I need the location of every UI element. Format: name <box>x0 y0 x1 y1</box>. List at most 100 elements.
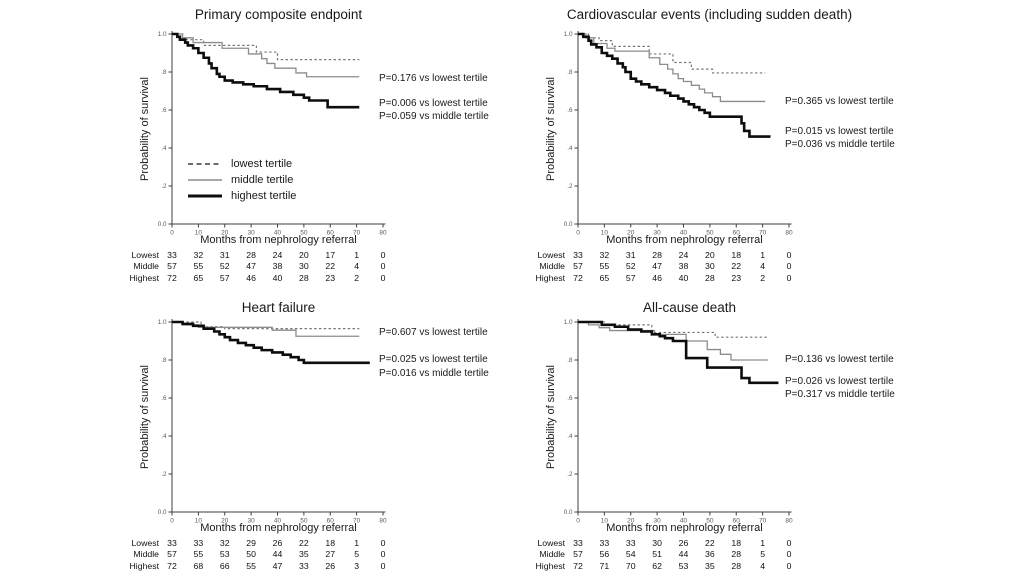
survival-curve-thin <box>172 33 360 78</box>
chart-title: Cardiovascular events (including sudden … <box>566 7 853 22</box>
risk-count-cell: 68 <box>193 560 204 571</box>
legend-label: middle tertile <box>231 174 294 186</box>
y-tick-label: .2 <box>567 183 573 190</box>
risk-count-cell: 0 <box>786 249 792 260</box>
risk-count-cell: 23 <box>731 272 742 283</box>
y-tick-label: .8 <box>161 69 167 76</box>
risk-count-cell: 28 <box>246 249 256 260</box>
risk-count-cell: 55 <box>193 261 204 271</box>
pvalue-annotation: P=0.006 vs lowest tertile <box>379 98 488 110</box>
risk-count-cell: 0 <box>380 549 386 559</box>
risk-count-cell: 33 <box>573 249 583 260</box>
risk-count-cell: 47 <box>246 261 256 271</box>
x-tick-label: 20 <box>221 518 229 525</box>
risk-count-cell: 53 <box>678 560 689 571</box>
chart-all-cause-death: All-cause death Probability of survival … <box>512 288 1024 576</box>
survival-plot: 1.0 .8 .6 .4 .2 0.00 10 20 30 40 50 60 70 80 <box>564 31 793 237</box>
risk-count-cell: 22 <box>299 537 309 548</box>
risk-count-cell: 65 <box>599 272 610 283</box>
risk-count-cell: 18 <box>731 249 742 260</box>
x-tick-label: 60 <box>733 518 741 525</box>
risk-row-label: Lowest <box>131 537 159 548</box>
x-tick-label: 80 <box>785 518 793 525</box>
risk-count-cell: 28 <box>731 549 742 559</box>
y-tick-label: .4 <box>567 433 573 440</box>
risk-count-cell: 47 <box>652 261 662 271</box>
x-tick-label: 60 <box>327 518 335 525</box>
legend-label: lowest tertile <box>231 158 293 170</box>
risk-count-cell: 55 <box>599 261 610 271</box>
y-tick-label: 1.0 <box>564 31 573 38</box>
risk-row-label: Middle <box>539 261 565 271</box>
survival-curve-dashed <box>578 321 768 338</box>
risk-count-cell: 4 <box>760 261 766 271</box>
risk-count-cell: 46 <box>652 272 662 283</box>
risk-count-cell: 55 <box>246 560 256 571</box>
risk-count-cell: 3 <box>354 560 360 571</box>
risk-count-cell: 31 <box>219 249 230 260</box>
risk-count-cell: 66 <box>219 560 230 571</box>
risk-count-cell: 38 <box>678 261 689 271</box>
pvalue-annotation: P=0.036 vs middle tertile <box>785 139 895 151</box>
y-tick-label: 0.0 <box>564 221 573 228</box>
risk-count-cell: 33 <box>599 537 610 548</box>
chart-primary-composite-endpoint: Primary composite endpoint Probability o… <box>0 0 512 288</box>
risk-count-cell: 1 <box>760 537 766 548</box>
chart-heart-failure: Heart failure Probability of survival 1.… <box>0 288 512 576</box>
risk-count-cell: 17 <box>325 249 336 260</box>
risk-count-cell: 44 <box>272 549 283 559</box>
risk-count-cell: 24 <box>678 249 689 260</box>
risk-count-cell: 38 <box>272 261 283 271</box>
risk-count-cell: 47 <box>272 560 283 571</box>
risk-count-cell: 0 <box>380 537 386 548</box>
survival-curve-thin <box>578 321 768 361</box>
x-tick-label: 70 <box>759 230 767 237</box>
y-tick-label: .4 <box>161 145 167 152</box>
risk-count-cell: 0 <box>786 549 792 559</box>
pvalue-annotation: P=0.365 vs lowest tertile <box>785 96 894 108</box>
risk-count-cell: 32 <box>599 249 610 260</box>
y-tick-label: .8 <box>567 69 573 76</box>
risk-count-cell: 62 <box>652 560 662 571</box>
x-tick-label: 80 <box>785 230 793 237</box>
pvalue-annotation: P=0.059 vs middle tertile <box>379 111 489 123</box>
risk-count-cell: 28 <box>652 249 662 260</box>
risk-count-cell: 54 <box>625 549 636 559</box>
legend-item: lowest tertile <box>188 156 296 172</box>
risk-count-cell: 57 <box>573 549 583 559</box>
risk-count-cell: 57 <box>625 272 636 283</box>
survival-plot: 1.0 .8 .6 .4 .2 0.00 10 20 30 40 50 60 70 80 <box>158 31 387 237</box>
pvalue-annotation: P=0.176 vs lowest tertile <box>379 72 488 84</box>
risk-count-cell: 29 <box>246 537 256 548</box>
x-axis-label: Months from nephrology referral <box>200 522 357 534</box>
survival-curve-thick <box>172 320 370 365</box>
risk-count-cell: 4 <box>760 560 766 571</box>
risk-count-cell: 26 <box>325 560 336 571</box>
risk-row-label: Middle <box>133 549 159 559</box>
risk-count-cell: 27 <box>325 549 336 559</box>
risk-count-cell: 1 <box>354 249 360 260</box>
y-tick-label: .6 <box>567 395 573 402</box>
axis-lines <box>577 31 792 225</box>
x-tick-label: 40 <box>680 230 688 237</box>
risk-count-cell: 50 <box>246 549 256 559</box>
risk-count-cell: 0 <box>786 537 792 548</box>
x-tick-label: 30 <box>654 230 662 237</box>
risk-row-label: Highest <box>129 560 159 571</box>
x-tick-label: 60 <box>327 230 335 237</box>
pvalue-annotation: P=0.016 vs middle tertile <box>379 367 489 379</box>
risk-count-cell: 57 <box>167 261 177 271</box>
x-tick-label: 40 <box>274 230 282 237</box>
risk-count-cell: 40 <box>272 272 283 283</box>
y-tick-label: .8 <box>161 357 167 364</box>
y-tick-label: .2 <box>161 471 167 478</box>
risk-count-cell: 44 <box>678 549 689 559</box>
legend-item: middle tertile <box>188 172 296 188</box>
risk-row-label: Lowest <box>131 249 159 260</box>
risk-count-cell: 33 <box>299 560 309 571</box>
risk-count-cell: 22 <box>325 261 336 271</box>
chart-title: Heart failure <box>241 300 316 315</box>
y-tick-label: 1.0 <box>158 319 167 326</box>
pvalue-annotation: P=0.025 vs lowest tertile <box>379 354 488 365</box>
